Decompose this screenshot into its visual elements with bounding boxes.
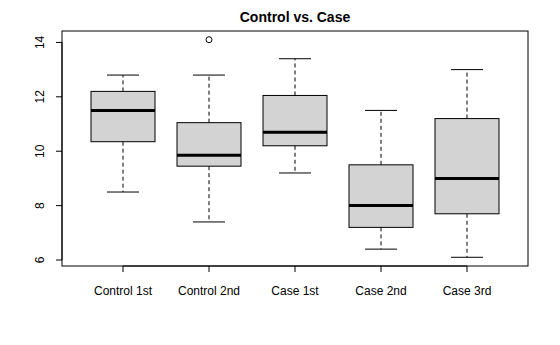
upper-whisker <box>467 70 468 119</box>
median <box>435 177 499 180</box>
lower-whisker <box>123 142 124 192</box>
box <box>91 91 155 141</box>
median <box>349 204 413 207</box>
median <box>263 131 327 134</box>
y-tick-label: 14 <box>33 35 47 49</box>
x-tick-label: Case 3rd <box>443 284 492 298</box>
box <box>263 95 327 145</box>
y-tick-label: 12 <box>33 90 47 104</box>
chart-svg: Control vs. Case 6 8 10 12 14 Control 1st Contr… <box>0 0 560 345</box>
x-tick-label: Case 1st <box>271 284 319 298</box>
min-cap <box>107 192 139 193</box>
lower-whisker <box>381 227 382 249</box>
box <box>177 123 241 167</box>
y-tick-label: 6 <box>33 256 47 263</box>
min-cap <box>193 221 225 222</box>
box-group <box>91 75 155 192</box>
median <box>91 109 155 112</box>
y-tick <box>56 205 62 206</box>
max-cap <box>365 110 397 111</box>
box-group <box>177 37 241 222</box>
max-cap <box>279 58 311 59</box>
x-tick <box>467 266 468 272</box>
upper-whisker <box>123 75 124 91</box>
title: Control vs. Case <box>240 9 351 25</box>
box <box>349 165 413 228</box>
median <box>177 154 241 157</box>
min-cap <box>365 249 397 250</box>
y-tick-label: 8 <box>33 202 47 209</box>
max-cap <box>193 75 225 76</box>
x-tick <box>209 266 210 272</box>
x-tick-label: Control 2nd <box>178 284 240 298</box>
x-tick <box>295 266 296 272</box>
boxes <box>91 37 499 258</box>
upper-whisker <box>381 110 382 164</box>
box-group <box>435 70 499 258</box>
x-tick-label: Control 1st <box>94 284 153 298</box>
x-tick-label: Case 2nd <box>355 284 406 298</box>
box-group <box>263 59 327 173</box>
max-cap <box>107 75 139 76</box>
y-tick <box>56 42 62 43</box>
upper-whisker <box>209 75 210 123</box>
y-tick <box>56 151 62 152</box>
y-tick-label: 10 <box>33 144 47 158</box>
lower-whisker <box>467 214 468 258</box>
upper-whisker <box>295 59 296 96</box>
chart-container: Control vs. Case 6 8 10 12 14 Control 1st Contr… <box>0 0 560 345</box>
lower-whisker <box>209 166 210 222</box>
y-tick <box>56 260 62 261</box>
box-group <box>349 110 413 249</box>
outlier <box>206 37 212 43</box>
min-cap <box>451 257 483 258</box>
x-tick <box>381 266 382 272</box>
min-cap <box>279 172 311 173</box>
x-tick <box>123 266 124 272</box>
y-tick <box>56 96 62 97</box>
max-cap <box>451 69 483 70</box>
plot-frame <box>62 31 528 266</box>
box <box>435 119 499 214</box>
lower-whisker <box>295 146 296 173</box>
